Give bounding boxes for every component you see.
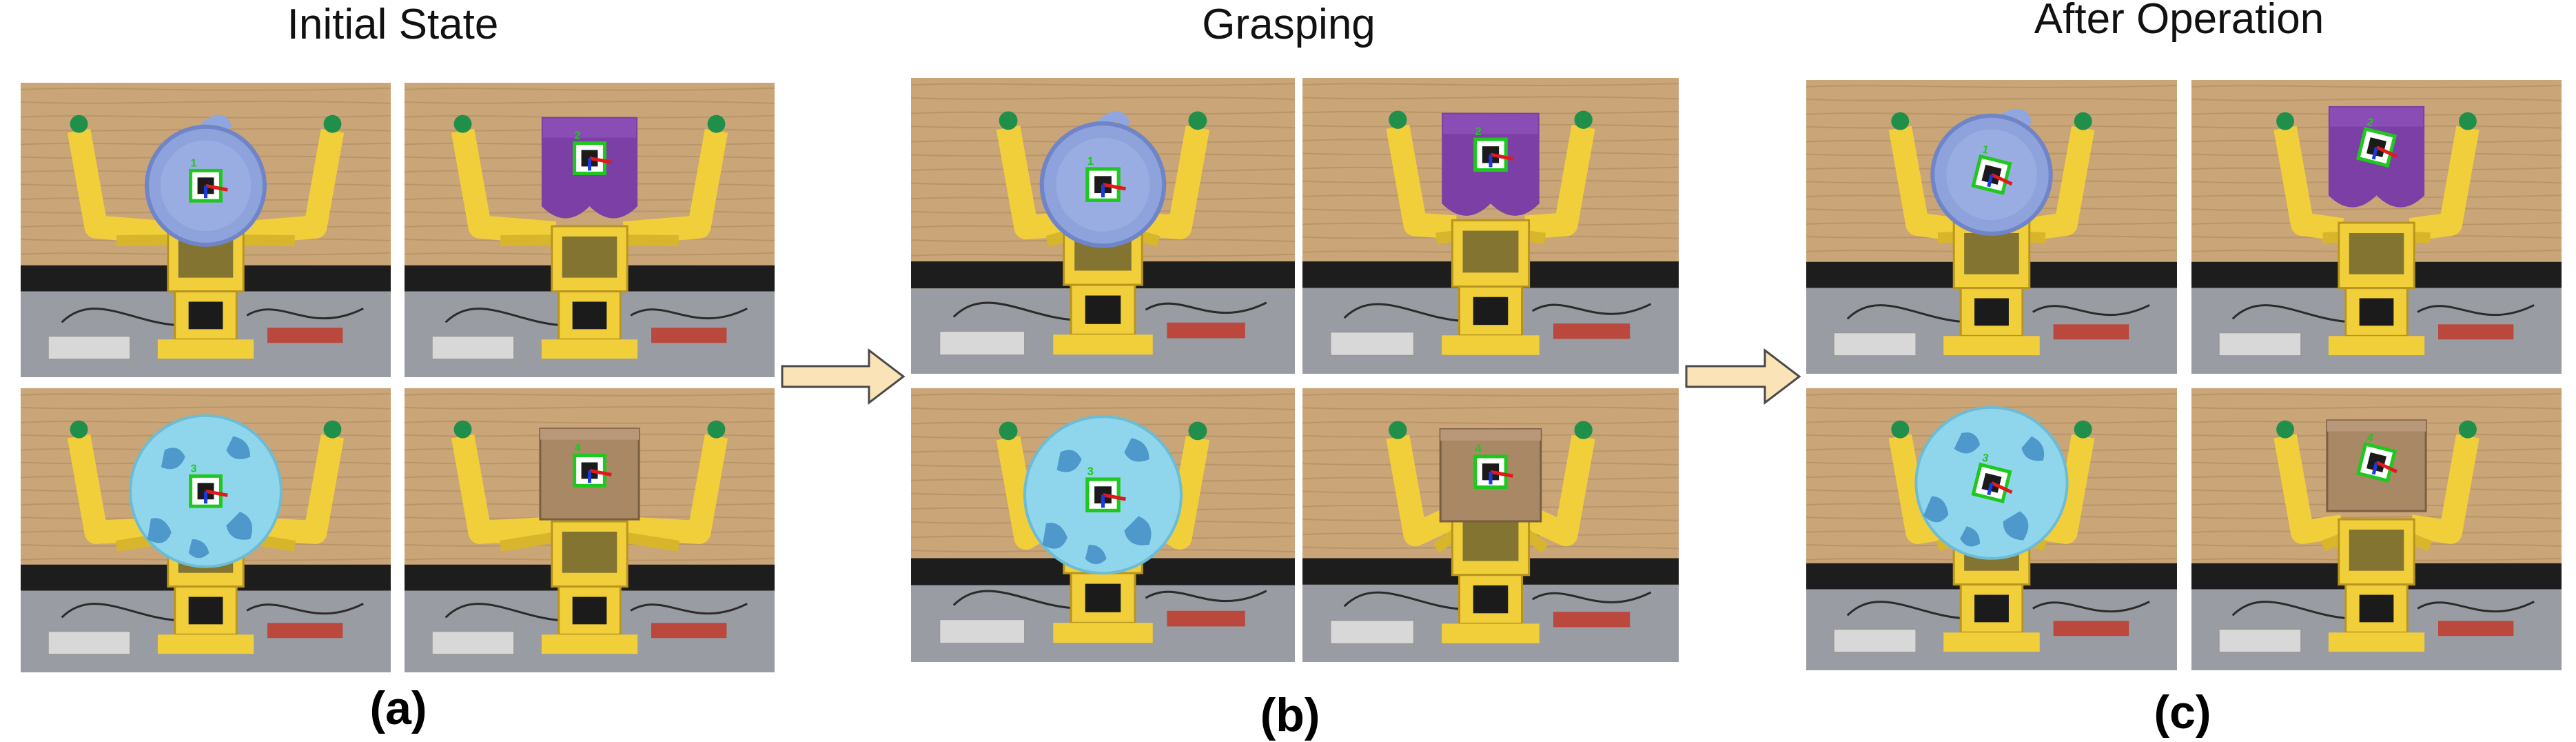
svg-text:4: 4: [575, 443, 581, 454]
fiducial-marker: 3: [1085, 465, 1126, 512]
device-box: [939, 330, 1026, 357]
fiducial-marker: 2: [573, 130, 612, 175]
device-box: [47, 335, 132, 361]
robot-gripper: [451, 420, 728, 654]
fiducial-marker: 2: [2355, 117, 2398, 168]
robot-gripper: [451, 114, 728, 359]
photo-a-box: 4: [405, 388, 775, 672]
svg-text:2: 2: [575, 130, 581, 142]
fiducial-marker: 4: [573, 443, 612, 488]
robot-gripper: [2273, 420, 2480, 652]
photo-a-ball: 3: [21, 388, 391, 672]
arrow-right-icon: [781, 348, 906, 405]
robot-gripper: [2273, 112, 2480, 356]
object-cardboard-box: [1439, 428, 1542, 523]
svg-text:1: 1: [1087, 155, 1094, 168]
fiducial-marker: 2: [1473, 126, 1513, 172]
circuit-board: [2053, 621, 2129, 636]
panel-b-label: (b): [1260, 689, 1320, 741]
fiducial-marker: 1: [1971, 143, 2013, 195]
svg-text:2: 2: [1475, 126, 1482, 138]
device-box: [1329, 619, 1415, 645]
svg-text:1: 1: [1981, 143, 1990, 157]
device-box: [2218, 628, 2302, 654]
circuit-board: [1167, 610, 1245, 627]
svg-text:4: 4: [2366, 432, 2375, 445]
device-box: [1832, 628, 1917, 654]
circuit-board: [2438, 324, 2514, 340]
fiducial-marker: 3: [1971, 452, 2013, 503]
panel-c-title: After Operation: [2034, 0, 2324, 43]
circuit-board: [1553, 323, 1631, 339]
panel-b-title: Grasping: [1202, 1, 1376, 48]
photo-c-ball: 3: [1806, 388, 2177, 670]
fiducial-marker: 4: [2355, 432, 2398, 483]
svg-text:3: 3: [1087, 465, 1094, 478]
svg-text:3: 3: [191, 463, 197, 474]
photo-b-box: 4: [1302, 388, 1679, 662]
photo-c-pouch: 2: [2191, 80, 2562, 374]
circuit-board: [2053, 324, 2129, 340]
device-box: [2218, 332, 2302, 357]
device-box: [1329, 331, 1415, 357]
robot-gripper: [1888, 112, 2095, 356]
circuit-board: [267, 328, 343, 343]
photo-c-mug: 1: [1806, 80, 2177, 374]
circuit-board: [267, 623, 343, 639]
circuit-board: [1167, 322, 1245, 339]
svg-text:1: 1: [191, 157, 197, 169]
fiducial-marker: 1: [1085, 155, 1126, 202]
panel-a-label: (a): [369, 682, 427, 734]
device-box: [939, 619, 1026, 645]
photo-b-pouch: 2: [1302, 78, 1679, 374]
svg-text:2: 2: [2366, 117, 2375, 130]
photo-b-mug: 1: [911, 78, 1295, 374]
fiducial-marker: 1: [189, 157, 228, 203]
device-box: [431, 335, 515, 361]
circuit-board: [651, 328, 727, 343]
circuit-board: [2438, 621, 2514, 636]
arrow-right-icon: [1685, 348, 1802, 405]
svg-text:3: 3: [1981, 452, 1990, 465]
panel-c-label: (c): [2154, 686, 2211, 739]
device-box: [1832, 332, 1917, 357]
photo-b-ball: 3: [911, 388, 1295, 662]
circuit-board: [1553, 612, 1631, 628]
circuit-board: [651, 623, 727, 639]
robot-gripper: [1386, 110, 1595, 355]
photo-a-mug: 1: [21, 83, 391, 377]
photo-a-pouch: 2: [405, 83, 775, 377]
robot-gripper: [67, 114, 345, 359]
object-cardboard-box: [539, 428, 640, 521]
device-box: [47, 630, 132, 656]
fiducial-marker: 4: [1473, 443, 1513, 489]
device-box: [431, 630, 515, 656]
panel-a-title: Initial State: [287, 1, 499, 48]
fiducial-marker: 3: [189, 463, 228, 508]
svg-text:4: 4: [1475, 443, 1482, 455]
photo-c-box: 4: [2191, 388, 2562, 670]
